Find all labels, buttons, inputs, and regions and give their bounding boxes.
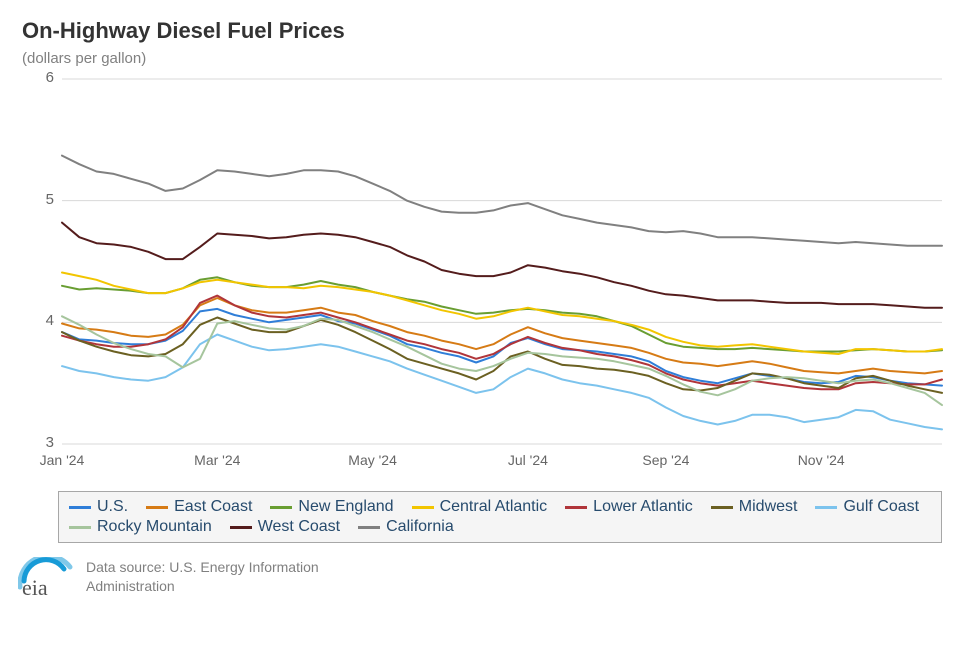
legend: U.S. East Coast New England Central Atlanti…: [58, 491, 942, 543]
legend-item[interactable]: U.S.: [69, 498, 128, 516]
legend-label: Gulf Coast: [843, 498, 919, 516]
chart-subtitle: (dollars per gallon): [22, 50, 950, 67]
legend-swatch-icon: [565, 506, 587, 509]
legend-swatch-icon: [815, 506, 837, 509]
legend-item[interactable]: New England: [270, 498, 393, 516]
legend-label: Lower Atlantic: [593, 498, 693, 516]
y-tick-label: 4: [22, 312, 54, 329]
legend-label: Rocky Mountain: [97, 518, 212, 536]
legend-item[interactable]: Lower Atlantic: [565, 498, 693, 516]
legend-swatch-icon: [711, 506, 733, 509]
legend-item[interactable]: Gulf Coast: [815, 498, 919, 516]
plot-svg: [22, 71, 950, 481]
data-source-text: Data source: U.S. Energy Information Adm…: [86, 558, 386, 596]
y-tick-label: 3: [22, 434, 54, 451]
legend-label: California: [386, 518, 454, 536]
legend-item[interactable]: California: [358, 518, 454, 536]
y-tick-label: 6: [22, 69, 54, 86]
legend-label: U.S.: [97, 498, 128, 516]
eia-logo-icon: eia: [18, 557, 76, 597]
legend-swatch-icon: [412, 506, 434, 509]
legend-item[interactable]: Midwest: [711, 498, 798, 516]
x-tick-label: Mar '24: [194, 452, 240, 468]
legend-swatch-icon: [270, 506, 292, 509]
chart-title: On-Highway Diesel Fuel Prices: [22, 18, 950, 44]
legend-label: New England: [298, 498, 393, 516]
x-tick-label: May '24: [348, 452, 397, 468]
x-tick-label: Sep '24: [642, 452, 689, 468]
legend-swatch-icon: [69, 506, 91, 509]
series-line: [62, 309, 942, 386]
series-line: [62, 316, 942, 405]
legend-item[interactable]: East Coast: [146, 498, 252, 516]
legend-item[interactable]: West Coast: [230, 518, 340, 536]
legend-label: Midwest: [739, 498, 798, 516]
legend-swatch-icon: [69, 526, 91, 529]
legend-item[interactable]: Central Atlantic: [412, 498, 548, 516]
x-tick-label: Nov '24: [798, 452, 845, 468]
line-chart: 3 4 5 6 Jan '24 Mar '24 May '24 Jul '24 Sep '24…: [22, 71, 950, 481]
svg-text:eia: eia: [22, 575, 48, 597]
legend-swatch-icon: [358, 526, 380, 529]
legend-swatch-icon: [230, 526, 252, 529]
y-tick-label: 5: [22, 191, 54, 208]
series-line: [62, 223, 942, 308]
chart-footer: eia Data source: U.S. Energy Information…: [18, 557, 950, 597]
legend-label: Central Atlantic: [440, 498, 548, 516]
legend-label: West Coast: [258, 518, 340, 536]
legend-label: East Coast: [174, 498, 252, 516]
series-line: [62, 296, 942, 390]
legend-item[interactable]: Rocky Mountain: [69, 518, 212, 536]
x-tick-label: Jul '24: [508, 452, 548, 468]
legend-swatch-icon: [146, 506, 168, 509]
x-tick-label: Jan '24: [40, 452, 85, 468]
